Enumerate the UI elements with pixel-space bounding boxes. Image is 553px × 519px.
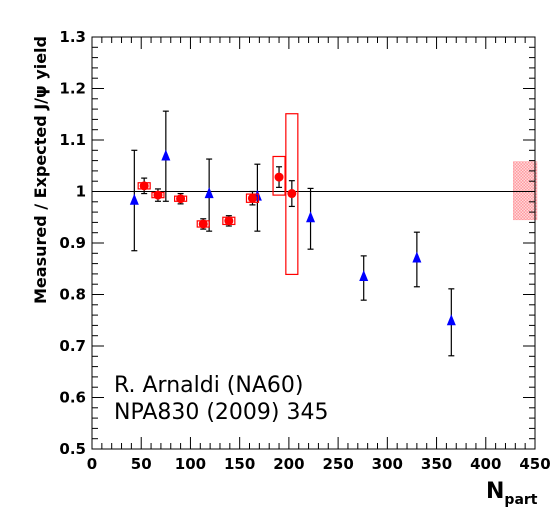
- data-point-triangle: [359, 270, 369, 282]
- y-tick-label: 1.2: [59, 80, 86, 98]
- x-axis-title-main: N: [486, 479, 504, 504]
- data-point-triangle: [129, 193, 139, 205]
- y-tick-label: 0.9: [59, 234, 86, 252]
- ticks-layer: 0 50 100 150 200 250 300 350 400 450 0.5 0.6 0.7 0.8 0…: [59, 28, 550, 473]
- data-point-triangle: [306, 211, 316, 223]
- x-tick-label: 400: [470, 455, 501, 473]
- x-tick-label: 450: [519, 455, 550, 473]
- x-tick-label: 300: [372, 455, 403, 473]
- data-point-circle: [176, 194, 186, 204]
- data-point-circle: [247, 193, 257, 203]
- data-point-triangle: [412, 251, 422, 263]
- data-point-triangle: [446, 314, 456, 326]
- y-tick-label: 1: [76, 183, 86, 201]
- x-tick-label: 150: [224, 455, 255, 473]
- x-tick-label: 0: [87, 455, 97, 473]
- y-axis-title: Measured / Expected J/ψ yield: [31, 36, 50, 304]
- y-tick-label: 1.3: [59, 28, 86, 46]
- y-tick-label: 0.5: [59, 440, 86, 458]
- data-point-circle: [198, 219, 208, 229]
- annotation-reference: NPA830 (2009) 345: [114, 400, 329, 425]
- data-point-circle: [139, 181, 149, 191]
- y-tick-label: 0.6: [59, 389, 86, 407]
- data-point-circle: [274, 172, 284, 182]
- x-tick-label: 250: [322, 455, 353, 473]
- data-layer: [129, 110, 456, 357]
- data-point-triangle: [161, 149, 171, 161]
- annotation-author: R. Arnaldi (NA60): [114, 373, 303, 398]
- data-point-circle: [224, 216, 234, 226]
- x-axis-title: Npart: [486, 479, 538, 508]
- x-tick-label: 50: [131, 455, 152, 473]
- x-tick-label: 200: [273, 455, 304, 473]
- data-point-circle: [153, 190, 163, 200]
- series-circle: [137, 113, 299, 276]
- y-tick-label: 0.8: [59, 286, 86, 304]
- data-point-triangle: [204, 187, 214, 199]
- series-triangle: [129, 110, 456, 357]
- systematic-box: [285, 113, 299, 276]
- global-uncertainty-band-layer: [513, 161, 538, 221]
- x-tick-label: 100: [175, 455, 206, 473]
- data-point-circle: [287, 189, 297, 199]
- x-tick-label: 350: [421, 455, 452, 473]
- systematic-box: [272, 155, 286, 196]
- global-uncertainty-band: [513, 161, 538, 221]
- x-axis-title-subscript: part: [504, 492, 537, 508]
- y-tick-label: 1.1: [59, 131, 86, 149]
- y-tick-label: 0.7: [59, 337, 86, 355]
